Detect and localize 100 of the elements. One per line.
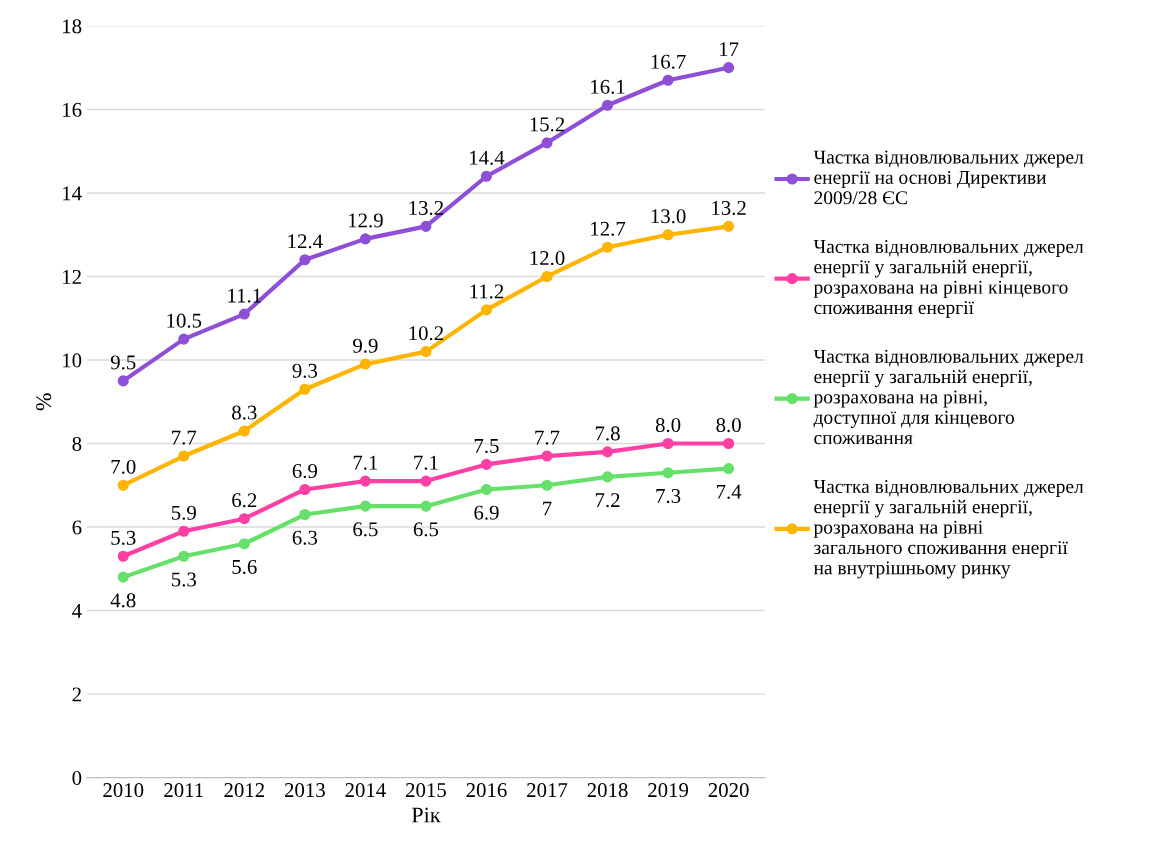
- point: [299, 483, 311, 496]
- x-tick-label: 2018: [587, 783, 628, 798]
- data-label: 9.5: [110, 355, 136, 370]
- data-label: 7.0: [111, 459, 136, 474]
- data-label: 6.9: [474, 505, 499, 520]
- data-label: 10.2: [409, 326, 444, 341]
- y-tick-label: 6: [72, 520, 82, 535]
- legend-label: Частка відновлювальних джерел енергії у загальній енергії, розрахована на рівні, доступної для кінцевого споживання: [813, 349, 1084, 445]
- data-label: 7.2: [595, 493, 620, 508]
- data-label: 6.9: [292, 464, 318, 479]
- point: [178, 333, 190, 345]
- data-label: 8.0: [716, 418, 741, 433]
- x-tick-label: 2012: [224, 783, 265, 798]
- point: [238, 308, 250, 320]
- data-label: 13.2: [712, 200, 746, 216]
- point: [359, 358, 371, 370]
- data-label: 5.3: [111, 530, 136, 545]
- point: [117, 571, 129, 583]
- x-tick-label: 2016: [466, 783, 507, 798]
- data-label: 8.3: [232, 405, 257, 420]
- x-tick-label: 2020: [708, 783, 749, 798]
- point: [601, 471, 614, 483]
- data-label: 7.1: [353, 455, 378, 470]
- point: [541, 137, 553, 149]
- point: [420, 475, 432, 487]
- y-tick-label: 16: [63, 102, 82, 117]
- point: [178, 450, 190, 462]
- data-label: 8.0: [655, 418, 681, 433]
- data-label: 7.7: [172, 430, 197, 445]
- x-tick-label: 2015: [406, 783, 446, 798]
- legend-label: Частка відновлювальних джерел енергії у загальній енергії, розрахована на рівні загального споживання енергії на внутрішньому ринку: [813, 479, 1084, 579]
- point: [662, 437, 674, 450]
- point: [601, 446, 614, 458]
- point: [178, 550, 190, 562]
- point: [238, 425, 250, 437]
- point: [359, 475, 371, 487]
- legend-label: Частка відновлювальних джерел енергії у загальній енергії, розрахована на рівні кінцевого споживання енергії: [813, 239, 1084, 319]
- data-label: 13.0: [651, 209, 686, 224]
- data-label: 5.3: [171, 572, 196, 587]
- point: [238, 538, 250, 550]
- data-label: 12.9: [349, 213, 383, 228]
- data-label: 13.2: [409, 200, 444, 216]
- data-label: 7.7: [535, 430, 560, 445]
- legend-label: Частка відновлювальних джерел енергії на основі Директиви 2009/28 ЄС: [813, 150, 1084, 205]
- data-label: 16.7: [651, 54, 686, 69]
- data-label: 6.3: [292, 530, 318, 545]
- data-label: 17: [720, 42, 739, 57]
- point: [178, 525, 190, 537]
- point: [723, 463, 735, 475]
- x-tick-label: 2011: [164, 783, 203, 798]
- y-tick-label: 8: [72, 436, 82, 451]
- y-tick-label: 14: [63, 186, 82, 201]
- point: [541, 479, 553, 491]
- data-label: 7.1: [414, 455, 438, 470]
- y-tick-label: 4: [72, 604, 82, 618]
- point: [420, 346, 432, 358]
- data-label: 7.3: [656, 488, 681, 504]
- data-label: 9.3: [292, 363, 318, 378]
- data-label: 7.4: [716, 484, 742, 499]
- data-label: 11.1: [228, 288, 261, 303]
- point: [662, 467, 674, 479]
- data-label: 11.2: [470, 284, 504, 299]
- data-label: 5.6: [232, 559, 257, 575]
- data-label: 12.7: [591, 221, 626, 236]
- point: [662, 229, 674, 241]
- point: [480, 170, 493, 182]
- point: [420, 220, 432, 232]
- data-label: 7.8: [595, 426, 620, 441]
- point: [601, 99, 614, 111]
- data-label: 7: [543, 501, 552, 516]
- x-tick-label: 2014: [345, 783, 386, 798]
- x-tick-label: 2013: [284, 783, 325, 798]
- point: [723, 437, 735, 450]
- point: [480, 483, 493, 496]
- point: [359, 233, 371, 245]
- point: [299, 383, 311, 395]
- point: [723, 220, 735, 232]
- point: [541, 450, 553, 462]
- point: [420, 500, 432, 512]
- point: [541, 270, 553, 283]
- y-tick-label: 0: [72, 770, 82, 786]
- data-label: 4.8: [110, 593, 136, 608]
- point: [117, 375, 129, 387]
- point: [480, 304, 493, 316]
- x-tick-label: 2017: [527, 783, 568, 798]
- data-label: 12.4: [288, 234, 323, 249]
- data-label: 12.0: [530, 250, 565, 266]
- point: [117, 479, 129, 491]
- point: [662, 74, 674, 86]
- data-label: 14.4: [470, 150, 505, 165]
- data-label: 6.5: [353, 522, 378, 537]
- point: [359, 500, 371, 512]
- point: [723, 62, 735, 74]
- point: [117, 550, 129, 562]
- y-tick-label: 10: [63, 353, 82, 368]
- y-tick-label: 12: [63, 269, 81, 284]
- point: [238, 513, 250, 525]
- data-label: 6.2: [232, 493, 257, 508]
- point: [299, 508, 311, 521]
- x-axis-title: Рік: [411, 807, 441, 823]
